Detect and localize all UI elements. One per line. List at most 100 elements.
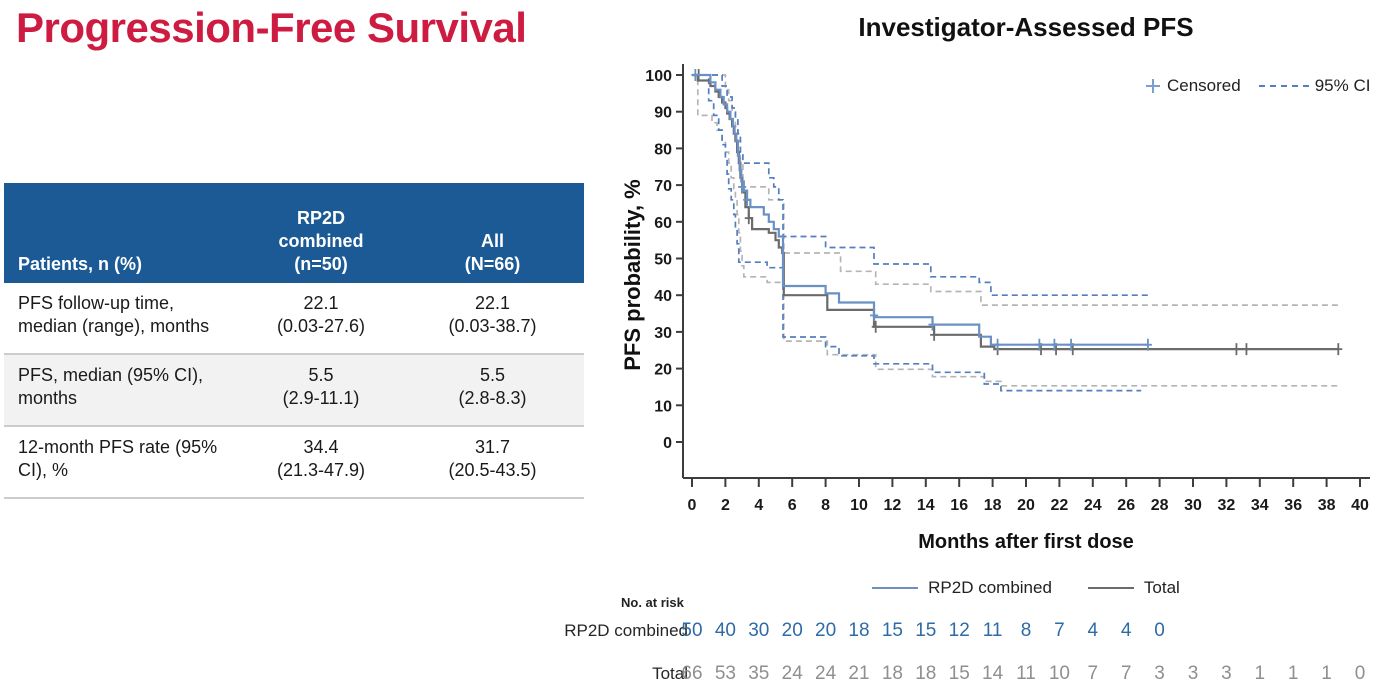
y-tick-label: 30 (654, 325, 672, 342)
table-header-patients: Patients, n (%) (18, 253, 143, 274)
row-label: PFS, median (95% CI), months (18, 365, 204, 409)
risk-value: 18 (882, 663, 903, 684)
risk-value: 21 (848, 663, 869, 684)
risk-value: 30 (748, 620, 769, 641)
y-tick-label: 50 (654, 252, 672, 269)
x-tick-label: 12 (884, 497, 902, 514)
ci-label: 95% CI (1314, 76, 1371, 95)
risk-value: 40 (715, 620, 736, 641)
x-tick-label: 24 (1084, 497, 1102, 514)
risk-value: 11 (983, 620, 1003, 641)
risk-value: 3 (1154, 663, 1165, 684)
risk-value: 3 (1188, 663, 1199, 684)
risk-value: 3 (1221, 663, 1232, 684)
y-tick-label: 40 (654, 288, 672, 305)
risk-row-label: Total (652, 664, 688, 683)
row-label: PFS follow-up time, median (range), mont… (18, 293, 210, 337)
table-row: 12-month PFS rate (95% CI), % 34.4 (21.3… (4, 427, 584, 499)
risk-value: 15 (915, 620, 936, 641)
row-label: 12-month PFS rate (95% CI), % (18, 437, 218, 481)
risk-value: 8 (1021, 620, 1032, 641)
risk-value: 1 (1288, 663, 1299, 684)
risk-value: 15 (882, 620, 903, 641)
risk-value: 7 (1088, 663, 1099, 684)
table-row: PFS, median (95% CI), months 5.5 (2.9-11… (4, 355, 584, 427)
x-tick-label: 28 (1151, 497, 1169, 514)
x-tick-label: 4 (754, 497, 763, 514)
risk-value: 12 (949, 620, 970, 641)
x-tick-label: 16 (950, 497, 968, 514)
risk-value: 18 (848, 620, 869, 641)
risk-value: 7 (1121, 663, 1132, 684)
x-tick-label: 10 (850, 497, 868, 514)
x-tick-label: 6 (788, 497, 797, 514)
row-all-value: 5.5 (2.8-8.3) (458, 365, 527, 409)
table-header-all: All (N=66) (464, 230, 521, 274)
y-tick-label: 70 (654, 178, 672, 195)
total-line-icon (1087, 587, 1134, 589)
x-tick-label: 18 (984, 497, 1002, 514)
x-tick-label: 34 (1251, 497, 1269, 514)
risk-value: 20 (815, 620, 836, 641)
risk-value: 53 (715, 663, 736, 684)
legend-total-label: Total (1143, 578, 1180, 597)
risk-value: 7 (1054, 620, 1065, 641)
x-tick-label: 20 (1017, 497, 1035, 514)
km-curve-rp2d-combined (692, 73, 1148, 346)
censored-plus-icon (1146, 79, 1160, 93)
risk-value: 4 (1121, 620, 1132, 641)
km-curve-rp2d-combined-95-ci-upper (692, 74, 1148, 297)
km-curve-rp2d-combined-95-ci-lower (692, 74, 1142, 392)
x-tick-label: 2 (721, 497, 730, 514)
row-all-value: 31.7 (20.5-43.5) (448, 437, 537, 481)
risk-value: 10 (1049, 663, 1070, 684)
x-tick-label: 40 (1351, 497, 1369, 514)
pfs-stats-table: Patients, n (%) RP2D combined (n=50) All… (4, 183, 584, 499)
x-tick-label: 22 (1051, 497, 1069, 514)
slide-title: Progression-Free Survival (16, 4, 527, 51)
x-tick-label: 14 (917, 497, 935, 514)
km-curve-total-95-ci-upper (692, 74, 1339, 306)
x-tick-label: 0 (688, 497, 697, 514)
y-tick-label: 80 (654, 141, 672, 158)
risk-value: 1 (1255, 663, 1266, 684)
x-tick-label: 32 (1218, 497, 1236, 514)
risk-row-label: RP2D combined (564, 621, 688, 640)
risk-value: 15 (949, 663, 970, 684)
risk-value: 35 (748, 663, 769, 684)
x-axis-label: Months after first dose (918, 531, 1134, 553)
table-header-row: Patients, n (%) RP2D combined (n=50) All… (4, 183, 584, 283)
x-tick-label: 30 (1184, 497, 1202, 514)
y-tick-label: 100 (645, 68, 672, 85)
table-row: PFS follow-up time, median (range), mont… (4, 283, 584, 355)
row-rp2d-value: 34.4 (21.3-47.9) (276, 437, 366, 481)
risk-value: 11 (1016, 663, 1036, 684)
legend-censored-ci: Censored 95% CI (1145, 76, 1370, 96)
rp2d-line-icon (872, 587, 919, 589)
y-tick-label: 60 (654, 215, 672, 232)
risk-value: 4 (1088, 620, 1099, 641)
y-tick-label: 20 (654, 362, 672, 379)
km-curve-total (692, 73, 1339, 351)
row-all-value: 22.1 (0.03-38.7) (448, 293, 537, 337)
row-rp2d-value: 22.1 (0.03-27.6) (276, 293, 366, 337)
x-tick-label: 8 (821, 497, 830, 514)
risk-value: 24 (815, 663, 837, 684)
risk-value: 0 (1154, 620, 1165, 641)
risk-value: 50 (681, 620, 702, 641)
row-rp2d-value: 5.5 (2.9-11.1) (282, 365, 360, 409)
risk-value: 24 (782, 663, 804, 684)
y-tick-label: 10 (654, 398, 672, 415)
chart-title: Investigator-Assessed PFS (858, 12, 1194, 42)
ci-dash-icon (1258, 85, 1309, 87)
risk-table-title: No. at risk (621, 595, 684, 610)
km-curve-total-95-ci-lower (692, 74, 1339, 387)
legend-rp2d-label: RP2D combined (928, 578, 1052, 597)
x-tick-label: 36 (1284, 497, 1302, 514)
risk-value: 20 (782, 620, 803, 641)
x-tick-label: 26 (1117, 497, 1135, 514)
table-header-rp2d: RP2D combined (n=50) (278, 207, 364, 274)
risk-value: 0 (1355, 663, 1366, 684)
